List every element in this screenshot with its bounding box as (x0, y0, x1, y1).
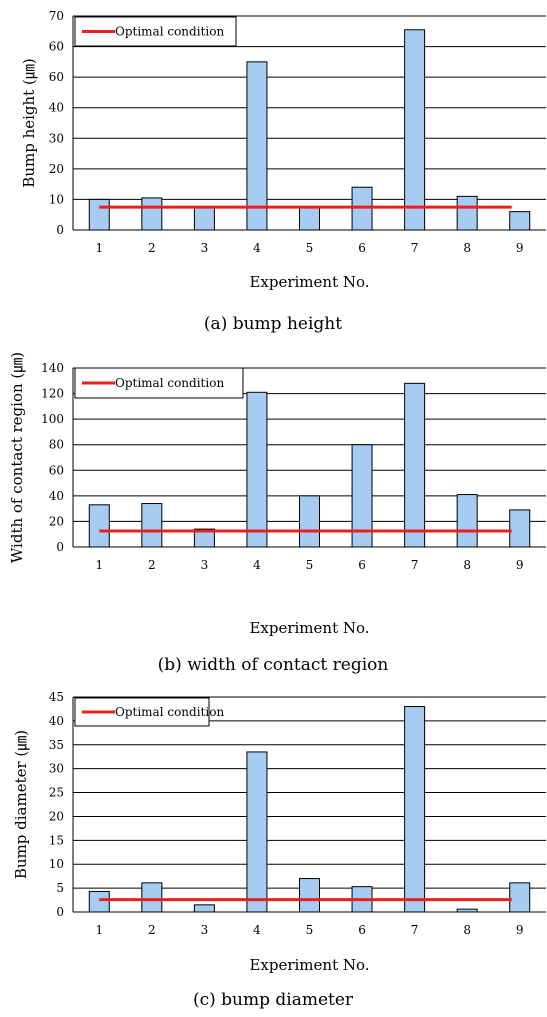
chart-panel-1: 0 10 20 30 40 60 60 70 1 2 3 4 5 6 7 8 9 Optimal conditio… (20, 9, 546, 334)
x-tick-label: 7 (411, 923, 419, 937)
bar-4 (246, 751, 268, 913)
y-tick-label: 20 (49, 514, 64, 528)
bar-5 (299, 206, 320, 231)
y-tick-label: 0 (56, 540, 64, 554)
chart-caption: (a) bump height (204, 314, 342, 334)
legend-box (74, 697, 210, 727)
bar-2 (141, 882, 163, 913)
bar-8 (456, 908, 478, 913)
x-tick-label: 6 (358, 558, 366, 572)
y-tick-label: 10 (49, 857, 64, 871)
y-tick-label: 60 (49, 40, 64, 54)
y-tick-label: 80 (49, 438, 64, 452)
y-tick-label: 140 (41, 361, 64, 375)
bar-5 (299, 878, 320, 913)
x-tick-label: 1 (95, 558, 103, 572)
x-tick-label: 9 (516, 923, 524, 937)
x-tick-label: 9 (516, 558, 524, 572)
x-tick-label: 1 (95, 923, 103, 937)
legend-label: Optimal condition (115, 25, 224, 39)
bar-7 (404, 382, 426, 548)
bar-1 (88, 198, 110, 231)
x-tick-label: 8 (463, 923, 471, 937)
x-tick-label: 4 (253, 241, 261, 255)
x-axis-label: Experiment No. (249, 273, 369, 291)
bar-5 (299, 495, 320, 548)
bar-3 (193, 528, 215, 548)
bar-7 (404, 29, 426, 231)
y-tick-label: 40 (49, 101, 64, 115)
x-tick-label: 6 (358, 241, 366, 255)
y-tick-label: 35 (49, 738, 64, 752)
x-tick-label: 4 (253, 923, 261, 937)
x-tick-label: 1 (95, 241, 103, 255)
x-tick-label: 5 (306, 923, 314, 937)
x-tick-label: 7 (411, 558, 419, 572)
chart-panel-2: 0 20 40 60 80 100 120 140 1 2 3 4 5 6 7 8 9 Optimal condi… (8, 352, 546, 675)
bar-6 (351, 186, 373, 231)
x-tick-label: 4 (253, 558, 261, 572)
y-tick-label: 120 (41, 387, 64, 401)
y-tick-label: 100 (41, 412, 64, 426)
y-tick-label: 20 (49, 809, 64, 823)
y-tick-label: 15 (49, 833, 64, 847)
x-tick-label: 3 (201, 923, 209, 937)
y-tick-label: 25 (49, 786, 64, 800)
bar-3 (193, 206, 215, 231)
y-axis-label: Bump height (㎛) (20, 58, 38, 187)
chart-caption: (b) width of contact region (158, 655, 389, 675)
bar-8 (456, 494, 478, 548)
chart-caption: (c) bump diameter (193, 990, 354, 1010)
y-axis-label: Width of contact region (㎛) (8, 352, 26, 563)
bar-1 (88, 504, 110, 548)
legend-label: Optimal condition (115, 705, 224, 719)
bar-3 (193, 904, 215, 913)
x-tick-label: 5 (306, 241, 314, 255)
y-tick-label: 45 (49, 690, 64, 704)
y-tick-label: 0 (56, 905, 64, 919)
bar-2 (141, 197, 163, 231)
y-tick-label: 70 (49, 9, 64, 23)
x-tick-label: 2 (148, 241, 156, 255)
x-tick-label: 3 (201, 241, 209, 255)
bar-9 (509, 509, 531, 548)
bar-7 (404, 706, 426, 913)
y-tick-label: 30 (49, 131, 64, 145)
bar-9 (509, 211, 531, 231)
bar-6 (351, 444, 373, 548)
x-tick-label: 6 (358, 923, 366, 937)
x-tick-label: 5 (306, 558, 314, 572)
y-tick-label: 60 (49, 70, 64, 84)
y-tick-label: 20 (49, 162, 64, 176)
bar-1 (88, 890, 110, 913)
y-tick-label: 10 (49, 192, 64, 206)
y-tick-label: 60 (49, 463, 64, 477)
y-tick-label: 30 (49, 762, 64, 776)
bar-9 (509, 882, 531, 913)
y-axis-label: Bump diameter (㎛) (12, 730, 30, 879)
x-tick-label: 7 (411, 241, 419, 255)
x-tick-label: 3 (201, 558, 209, 572)
x-tick-label: 8 (463, 241, 471, 255)
y-tick-label: 5 (56, 881, 64, 895)
y-tick-label: 40 (49, 714, 64, 728)
bar-2 (141, 503, 163, 548)
x-axis-label: Experiment No. (249, 619, 369, 637)
x-tick-label: 9 (516, 241, 524, 255)
legend-label: Optimal condition (115, 376, 224, 390)
x-tick-label: 2 (148, 923, 156, 937)
bar-4 (246, 391, 268, 548)
y-tick-label: 40 (49, 489, 64, 503)
x-tick-label: 2 (148, 558, 156, 572)
y-tick-label: 0 (56, 223, 64, 237)
bar-8 (456, 195, 478, 231)
x-tick-label: 8 (463, 558, 471, 572)
bar-4 (246, 61, 268, 231)
x-axis-label: Experiment No. (249, 956, 369, 974)
